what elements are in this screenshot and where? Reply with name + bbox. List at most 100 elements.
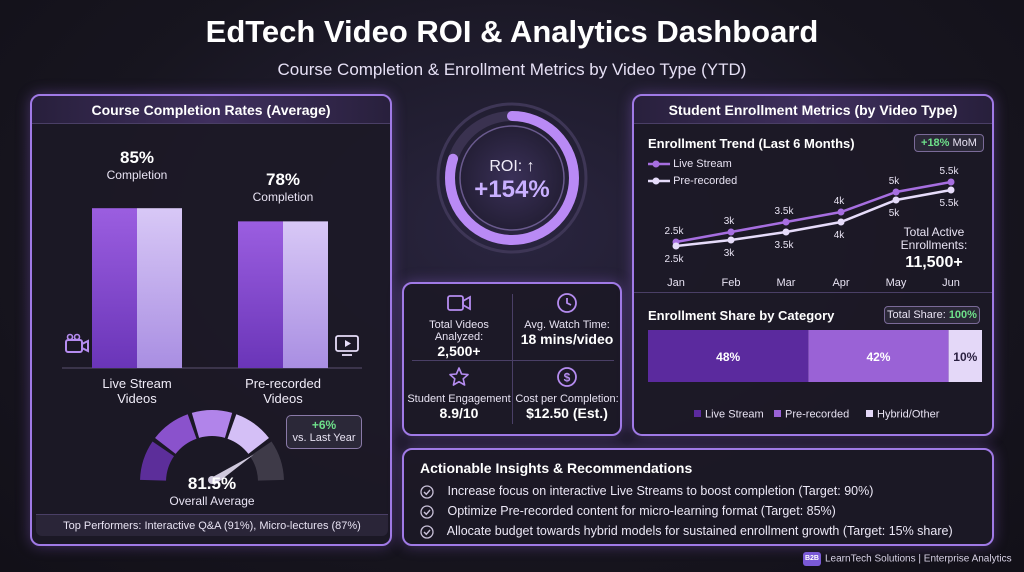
top-performers-note: Top Performers: Interactive Q&A (91%), M…: [36, 514, 388, 536]
trend-point-label: 5k: [889, 176, 901, 187]
share-legend-swatch: [694, 410, 701, 417]
enrollment-panel: Student Enrollment Metrics (by Video Typ…: [632, 94, 994, 436]
trend-line-0: [675, 180, 952, 244]
total-share-badge: Total Share: 100%: [884, 306, 980, 324]
share-segment-label: 48%: [716, 350, 740, 364]
completion-bar-1-dark: [238, 221, 283, 368]
roi-label: ROI: ↑: [489, 158, 535, 175]
trend-point-label: 5.5k: [940, 166, 960, 177]
trend-legend-live: Live Stream: [648, 158, 732, 170]
share-legend-label: Pre-recorded: [785, 409, 849, 421]
trend-point: [672, 242, 680, 250]
mom-badge: +18% MoM: [914, 134, 984, 152]
share-legend-swatch: [774, 410, 781, 417]
stat-cost-per-completion: $ Cost per Completion: $12.50 (Est.): [514, 366, 620, 421]
brand-footer: B2B LearnTech Solutions | Enterprise Anal…: [803, 552, 1012, 566]
stat-total-videos: Total Videos Analyzed: 2,500+: [406, 292, 512, 359]
trend-point-label: 2.5k: [665, 254, 685, 265]
completion-bar-1-light: [283, 221, 328, 368]
completion-panel: Course Completion Rates (Average) 85% Co…: [30, 94, 392, 546]
insights-panel: Actionable Insights & Recommendations In…: [402, 448, 994, 546]
trend-point: [782, 218, 790, 226]
clock-icon: [557, 293, 577, 313]
trend-point: [892, 196, 900, 204]
share-title: Enrollment Share by Category: [648, 308, 835, 323]
trend-point: [782, 228, 790, 236]
stats-panel: Total Videos Analyzed: 2,500+ Avg. Watch…: [402, 282, 622, 436]
trend-point-label: 5.5k: [940, 198, 960, 209]
share-segment: [948, 330, 982, 382]
roi-readout: ROI: ↑ +154%: [452, 158, 572, 204]
video-camera-icon: [447, 295, 471, 311]
completion-bar-chart: [62, 208, 362, 369]
trend-x-tick: Jan: [667, 277, 685, 289]
share-segment: [808, 330, 949, 382]
stat-watch-time: Avg. Watch Time: 18 mins/video: [514, 292, 620, 347]
share-legend-label: Live Stream: [705, 409, 764, 421]
trend-x-tick: Apr: [832, 277, 849, 289]
play-screen-icon: [335, 335, 359, 356]
trend-title: Enrollment Trend (Last 6 Months): [648, 136, 855, 151]
list-item: Increase focus on interactive Live Strea…: [420, 484, 980, 504]
stat-engagement: Student Engagement 8.9/10: [406, 366, 512, 421]
completion-panel-title: Course Completion Rates (Average): [32, 96, 390, 124]
brand-logo: B2B: [803, 552, 821, 566]
gauge-segment: [140, 441, 174, 481]
trend-point-label: 3k: [724, 248, 736, 259]
trend-point: [947, 186, 955, 194]
gauge-segment: [250, 441, 284, 481]
completion-bar-0-light: [137, 208, 182, 368]
trend-x-tick: Feb: [722, 277, 741, 289]
trend-point-label: 3.5k: [775, 240, 795, 251]
gauge-readout: 81.5% Overall Average: [169, 474, 255, 508]
bar-live-stream-value: 85% Completion: [106, 148, 168, 182]
gauge-needle: [209, 454, 254, 486]
insights-title: Actionable Insights & Recommendations: [420, 460, 693, 476]
trend-x-tick: May: [886, 277, 907, 289]
trend-point-label: 3k: [724, 216, 736, 227]
bar-prerecorded-value: 78% Completion: [252, 170, 314, 204]
video-camera-icon: [65, 333, 89, 353]
trend-point-label: 5k: [889, 208, 901, 219]
roi-ring: [436, 102, 588, 254]
trend-point-label: 3.5k: [775, 206, 795, 217]
star-icon: [449, 367, 469, 386]
overall-gauge: [140, 410, 284, 486]
total-enrollments: Total Active Enrollments: 11,500+: [874, 226, 994, 272]
list-item: Allocate budget towards hybrid models fo…: [420, 524, 980, 544]
check-circle-icon: [420, 525, 434, 539]
dollar-icon: $: [557, 367, 577, 387]
trend-x-tick: Mar: [777, 277, 796, 289]
enrollment-share-chart: 48% 42% 10% Live Stream Pre-recorded Hybrid/O…: [648, 330, 982, 421]
bar-prerecorded-label: Pre-recorded Videos: [245, 376, 321, 406]
trend-line-1: [675, 188, 952, 248]
insights-list: Increase focus on interactive Live Strea…: [420, 484, 980, 544]
page-title: EdTech Video ROI & Analytics Dashboard: [205, 14, 819, 49]
svg-text:$: $: [564, 371, 571, 385]
trend-point-label: 4k: [834, 196, 846, 207]
trend-point: [837, 208, 845, 216]
trend-point-label: 2.5k: [665, 226, 685, 237]
bar-live-stream-label: Live Stream Videos: [102, 376, 172, 406]
page-subtitle: Course Completion & Enrollment Metrics b…: [277, 60, 747, 79]
check-circle-icon: [420, 485, 434, 499]
enrollment-trend-chart: 2.5k 3k 3.5k 4k 5k 5.5k 2.5k 3k 3.5k 4k 5k 5.5k Jan F…: [665, 166, 960, 289]
trend-legend-prerecorded: Pre-recorded: [648, 175, 737, 187]
share-legend-label: Hybrid/Other: [877, 409, 940, 421]
completion-bar-0-dark: [92, 208, 137, 368]
share-segment-label: 10%: [953, 350, 977, 364]
trend-point: [892, 188, 900, 196]
share-segment: [648, 330, 809, 382]
list-item: Optimize Pre-recorded content for micro-…: [420, 504, 980, 524]
roi-value: +154%: [474, 176, 550, 203]
trend-point: [727, 228, 735, 236]
trend-x-tick: Jun: [942, 277, 960, 289]
trend-point-label: 4k: [834, 230, 846, 241]
trend-point: [837, 218, 845, 226]
check-circle-icon: [420, 505, 434, 519]
yoy-delta-badge: +6% vs. Last Year: [286, 415, 362, 449]
trend-point: [947, 178, 955, 186]
enrollment-panel-title: Student Enrollment Metrics (by Video Typ…: [634, 96, 992, 124]
gauge-segment: [227, 414, 269, 454]
total-enrollments-value: 11,500+: [905, 254, 963, 271]
